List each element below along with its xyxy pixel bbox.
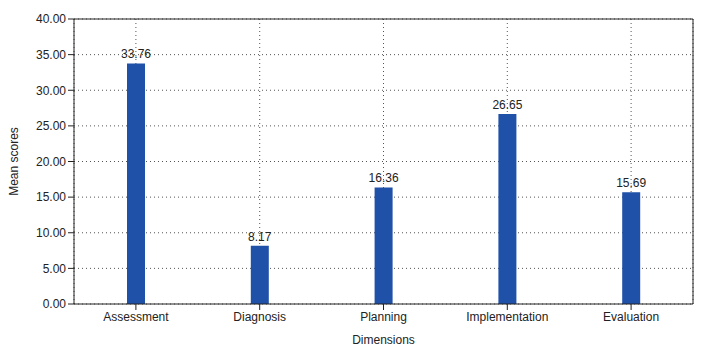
svg-text:33.76: 33.76	[121, 47, 151, 61]
svg-text:8.17: 8.17	[248, 230, 272, 244]
svg-text:Diagnosis: Diagnosis	[233, 310, 286, 324]
svg-text:35.00: 35.00	[36, 48, 66, 62]
svg-text:15.69: 15.69	[616, 176, 646, 190]
svg-text:Evaluation: Evaluation	[603, 310, 659, 324]
svg-text:16.36: 16.36	[369, 171, 399, 185]
svg-text:Mean scores: Mean scores	[8, 127, 21, 196]
svg-text:26.65: 26.65	[492, 98, 522, 112]
svg-text:20.00: 20.00	[36, 155, 66, 169]
svg-text:10.00: 10.00	[36, 226, 66, 240]
svg-text:15.00: 15.00	[36, 190, 66, 204]
svg-text:Implementation: Implementation	[466, 310, 548, 324]
svg-text:Dimensions: Dimensions	[352, 333, 415, 347]
svg-text:5.00: 5.00	[43, 262, 67, 276]
svg-text:0.00: 0.00	[43, 297, 67, 311]
svg-text:30.00: 30.00	[36, 84, 66, 98]
svg-text:40.00: 40.00	[36, 12, 66, 26]
svg-text:25.00: 25.00	[36, 119, 66, 133]
svg-text:Assessment: Assessment	[103, 310, 169, 324]
svg-text:Planning: Planning	[360, 310, 407, 324]
